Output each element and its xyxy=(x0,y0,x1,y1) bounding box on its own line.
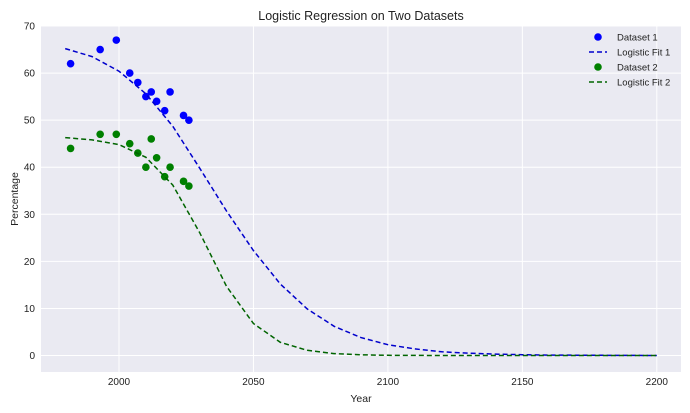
dataset-1-point xyxy=(152,97,161,106)
dataset-2-point xyxy=(152,154,161,162)
dataset-2-point xyxy=(185,182,193,190)
dataset-2-point xyxy=(112,130,121,139)
x-tick-label: 2200 xyxy=(646,377,669,388)
x-tick-label: 2050 xyxy=(242,377,265,388)
series-layer xyxy=(64,36,657,357)
legend-dataset-1-label: Dataset 1 xyxy=(617,33,658,44)
dataset-1-point xyxy=(185,116,193,124)
dataset-1-point xyxy=(134,78,142,87)
tick-labels: 2000 2050 2100 2150 2200 0 10 20 30 40 50 60 70 xyxy=(24,22,668,389)
y-tick-label: 20 xyxy=(24,257,36,268)
dataset-1-point xyxy=(179,111,188,120)
x-axis-label: Year xyxy=(350,393,372,405)
logistic-fit-2-line xyxy=(65,136,657,357)
dataset-1-point xyxy=(147,88,156,96)
legend: Dataset 1 Logistic Fit 1 Dataset 2 Logistic… xyxy=(589,33,670,89)
x-tick-label: 2100 xyxy=(377,377,400,388)
dataset-1-point xyxy=(125,69,134,77)
y-tick-label: 30 xyxy=(24,210,36,221)
y-axis-label: Percentage xyxy=(9,172,21,226)
legend-logistic-fit-1-label: Logistic Fit 1 xyxy=(617,48,670,59)
legend-dataset-2-swatch xyxy=(594,63,602,71)
dataset-1-point xyxy=(166,88,174,96)
y-tick-label: 10 xyxy=(24,304,36,315)
logistic-fit-1-line xyxy=(64,47,657,357)
y-tick-label: 50 xyxy=(24,116,36,127)
legend-dataset-1-swatch xyxy=(594,33,602,41)
dataset-1-point xyxy=(96,45,104,54)
dataset-2-point xyxy=(125,139,134,148)
dataset-2-point xyxy=(147,135,156,143)
legend-dataset-2-label: Dataset 2 xyxy=(617,63,658,74)
x-tick-label: 2000 xyxy=(108,377,131,388)
y-tick-label: 70 xyxy=(24,22,36,33)
dataset-2-point xyxy=(142,163,150,172)
plot-area xyxy=(41,26,681,372)
dataset-2-point xyxy=(179,177,188,186)
x-tick-label: 2150 xyxy=(511,377,534,388)
y-tick-label: 40 xyxy=(24,163,36,174)
y-tick-label: 60 xyxy=(24,69,36,80)
dataset-1-point xyxy=(142,92,150,101)
dataset-1-point xyxy=(66,59,75,68)
dataset-1-point xyxy=(160,106,169,115)
dataset-2-point xyxy=(96,130,104,139)
dataset-2-point xyxy=(66,144,75,153)
chart-title: Logistic Regression on Two Datasets xyxy=(258,9,463,23)
y-tick-label: 0 xyxy=(29,351,35,362)
legend-logistic-fit-2-label: Logistic Fit 2 xyxy=(617,78,670,89)
grid xyxy=(41,25,681,372)
dataset-2-point xyxy=(166,163,174,172)
dataset-1-point xyxy=(112,36,121,44)
